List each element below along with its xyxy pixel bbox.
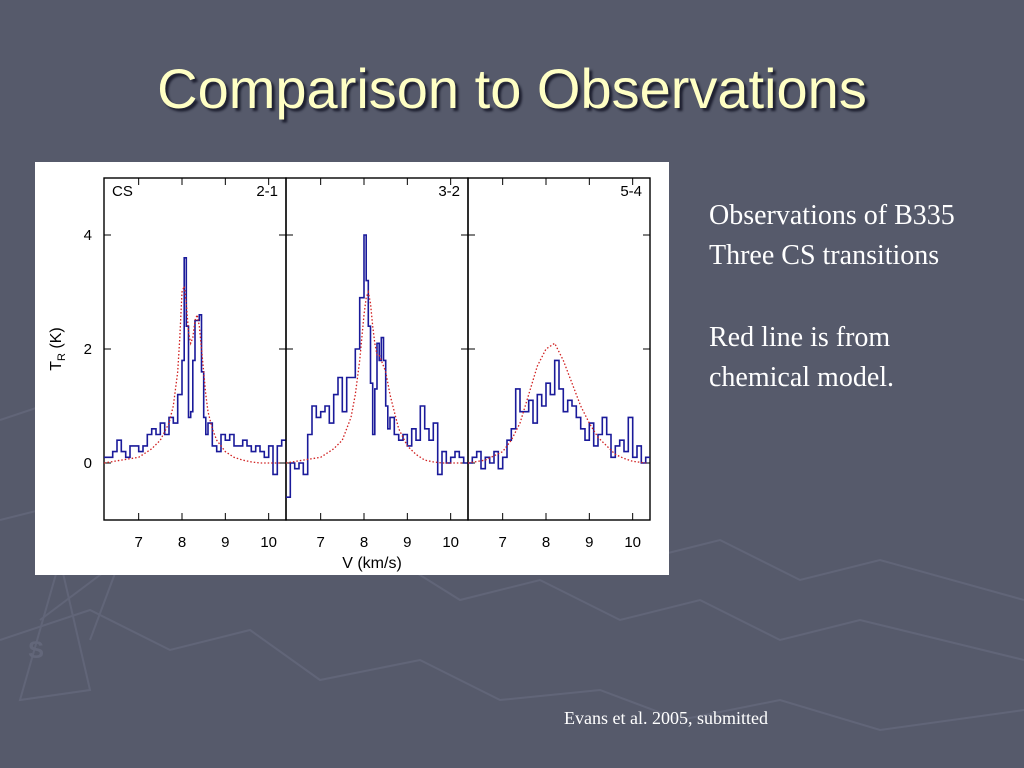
citation: Evans et al. 2005, submitted — [564, 708, 768, 728]
compass-deco: S — [28, 637, 44, 664]
bullet-line-1: Observations of B335 — [709, 200, 955, 231]
bullet-line-2: Three CS transitions — [709, 240, 940, 271]
x-tick-label: 10 — [260, 534, 277, 551]
model-spectrum-line — [467, 342, 646, 464]
y-tick-label: 4 — [84, 227, 92, 244]
y-tick-label: 0 — [84, 455, 92, 472]
panel-label-right: 5-4 — [620, 183, 642, 200]
panel-label-left: CS — [112, 183, 133, 200]
panel-label-right: 3-2 — [438, 183, 460, 200]
model-spectrum-line — [285, 289, 464, 464]
observed-spectrum-line — [104, 257, 286, 476]
x-tick-label: 7 — [498, 534, 506, 551]
bullet-line-3: Red line is from — [709, 322, 891, 353]
x-tick-label: 7 — [134, 534, 142, 551]
spectra-figure: 7 8 9 10 0 2 4 CS 2-1 7 8 9 10 3-2 7 8 9 10 5-4 V (km/s) TR … — [35, 162, 669, 575]
x-tick-label: 9 — [585, 534, 593, 551]
x-tick-label: 9 — [221, 534, 229, 551]
x-tick-label: 10 — [624, 534, 641, 551]
x-tick-label: 7 — [316, 534, 324, 551]
panel-label-right: 2-1 — [256, 183, 278, 200]
x-tick-label: 9 — [403, 534, 411, 551]
slide-title: Comparison to Observations — [157, 57, 867, 120]
spectra-chart: 7 8 9 10 0 2 4 CS 2-1 7 8 9 10 3-2 7 8 9 10 5-4 V (km/s) TR … — [48, 177, 651, 572]
y-axis-title: TR (K) — [48, 327, 68, 371]
description-text: Observations of B335 Three CS transition… — [709, 196, 1019, 398]
x-tick-label: 8 — [360, 534, 368, 551]
bullet-line-4: chemical model. — [709, 362, 895, 393]
x-tick-label: 10 — [442, 534, 459, 551]
model-spectrum-line — [103, 286, 282, 464]
observed-spectrum-line — [468, 359, 650, 470]
y-tick-label: 2 — [84, 341, 92, 358]
x-tick-label: 8 — [542, 534, 550, 551]
x-axis-title: V (km/s) — [342, 555, 402, 572]
panel-frame — [467, 177, 651, 521]
x-tick-label: 8 — [178, 534, 186, 551]
observed-spectrum-line — [286, 234, 468, 498]
